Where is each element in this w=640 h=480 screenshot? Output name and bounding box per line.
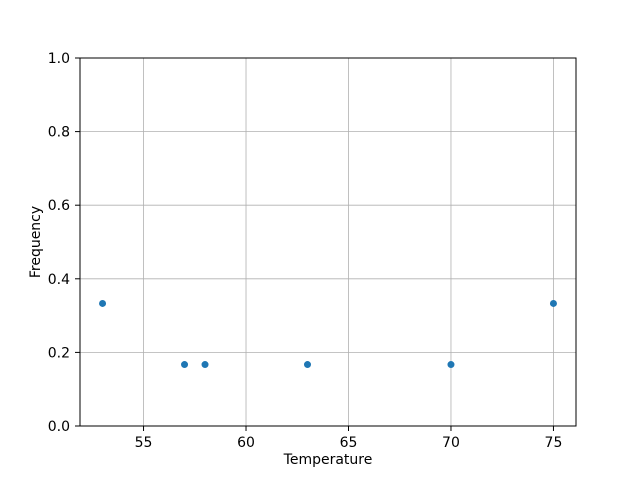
axes-spines — [79, 57, 577, 427]
x-tick-label: 55 — [135, 435, 153, 451]
y-tick-label: 0.2 — [48, 345, 70, 361]
y-tick-label: 0.8 — [48, 125, 70, 141]
y-tick-label: 1.0 — [48, 51, 70, 67]
y-tick-label: 0.4 — [48, 272, 70, 288]
x-tick-label: 60 — [237, 435, 255, 451]
y-tick-label: 0.0 — [48, 419, 70, 435]
x-tick-label: 65 — [340, 435, 358, 451]
x-tick-label: 70 — [442, 435, 460, 451]
x-tick-label: 75 — [545, 435, 563, 451]
data-point — [181, 361, 189, 369]
data-point — [549, 299, 557, 307]
data-point — [447, 361, 455, 369]
data-point — [201, 361, 209, 369]
data-point — [304, 361, 312, 369]
x-axis-label: Temperature — [283, 452, 373, 468]
y-axis-label: Frequency — [28, 206, 44, 278]
data-point — [99, 299, 107, 307]
y-tick-label: 0.6 — [48, 198, 70, 214]
